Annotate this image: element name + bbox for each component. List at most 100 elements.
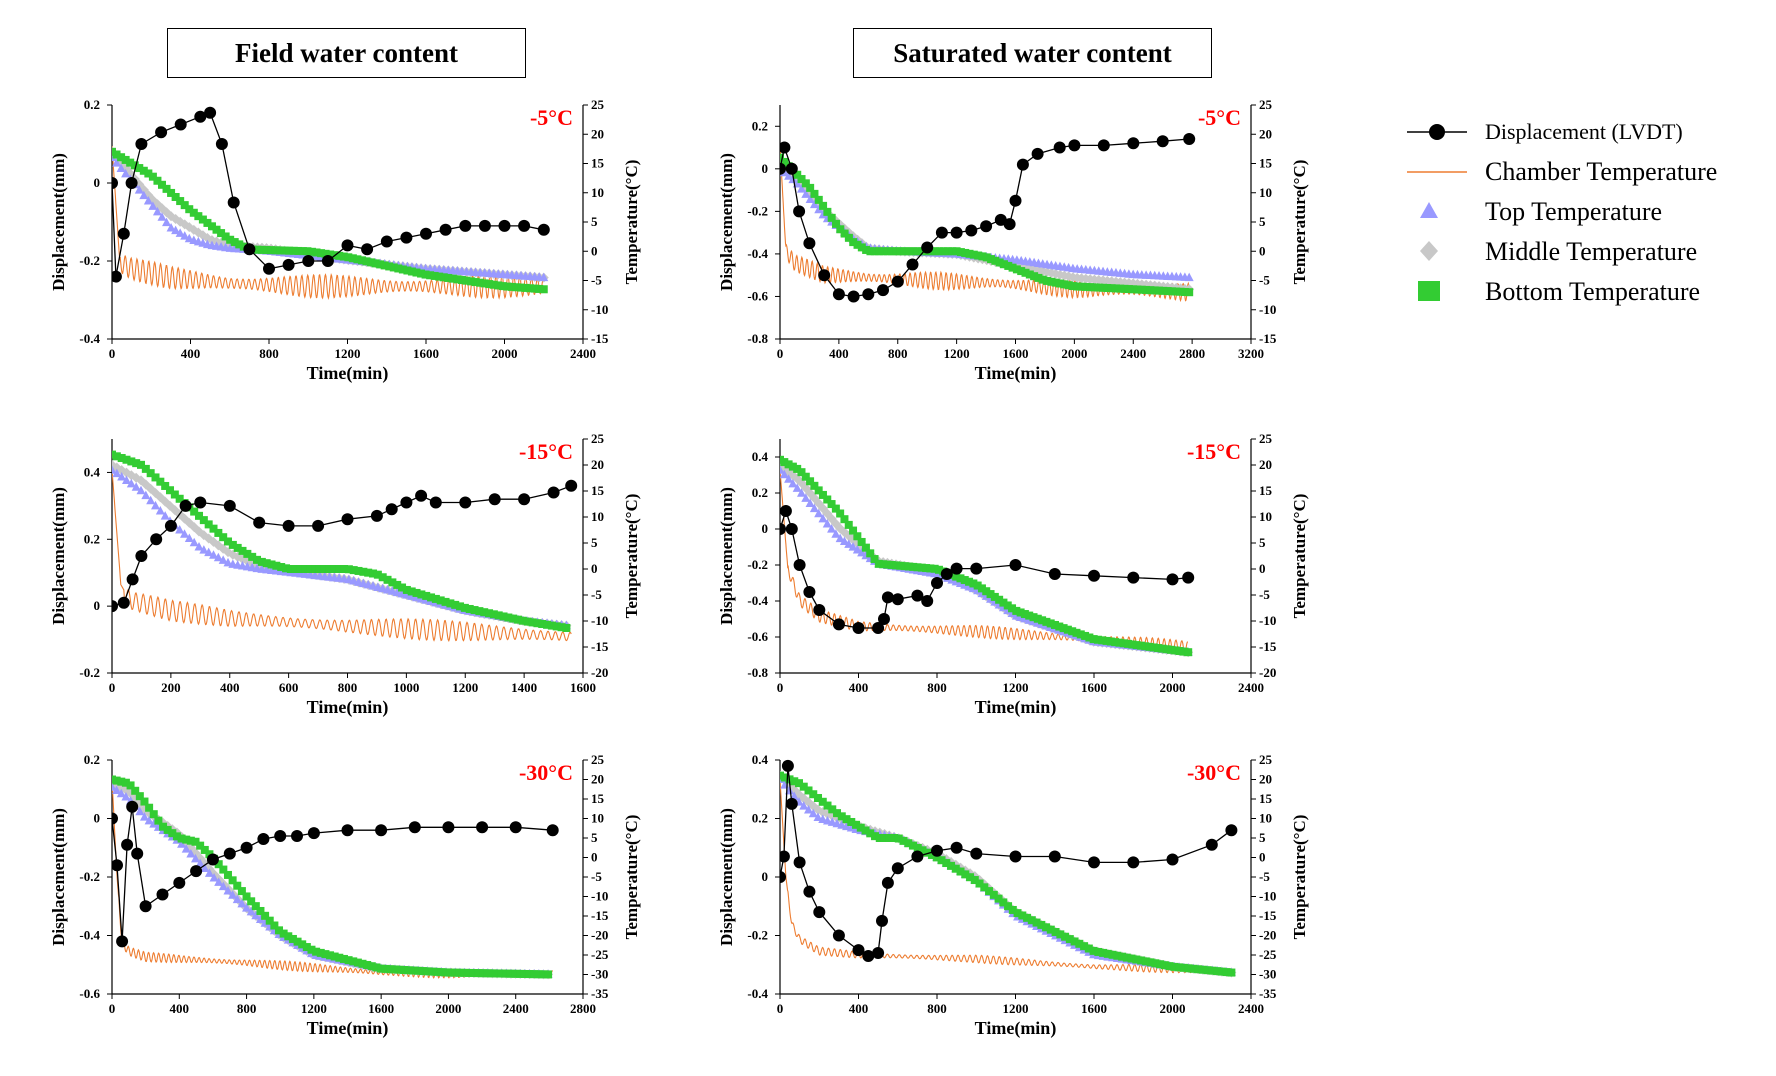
bottom-temperature-marker: [451, 968, 460, 977]
y2-tick-label: -5: [1259, 273, 1270, 288]
legend: Displacement (LVDT) Chamber Temperature …: [1393, 112, 1773, 312]
bottom-temperature-marker: [913, 247, 922, 256]
series-bottom-temperature: [780, 153, 1194, 297]
bottom-temperature-marker: [797, 468, 806, 477]
top-temperature-marker: [175, 524, 185, 534]
bottom-temperature-marker: [121, 778, 130, 787]
x-tick-label: 1600: [413, 346, 439, 361]
bottom-temperature-marker: [144, 169, 153, 178]
x-tick-label: 800: [927, 680, 947, 695]
bottom-temperature-marker: [354, 566, 363, 575]
bottom-temperature-marker: [956, 248, 965, 257]
bottom-temperature-marker: [412, 268, 421, 277]
top-temperature-marker: [181, 844, 191, 853]
displacement-marker: [780, 871, 786, 883]
bottom-temperature-marker: [1094, 947, 1103, 956]
y-tick-label: 0.2: [752, 485, 768, 500]
top-temperature-marker: [121, 791, 131, 801]
bottom-temperature-marker: [1033, 614, 1042, 623]
panel-temperature-label: -5°C: [530, 105, 573, 130]
top-temperature-marker: [151, 500, 161, 510]
bottom-temperature-marker: [1068, 282, 1077, 291]
y-axis-title: Displacement(mm): [717, 808, 736, 946]
y2-tick-label: -35: [591, 986, 609, 1001]
displacement-marker: [206, 853, 219, 866]
bottom-temperature-marker: [788, 462, 797, 471]
bottom-temperature-marker: [431, 594, 440, 603]
bottom-temperature-marker: [879, 247, 888, 256]
bottom-temperature-marker: [806, 477, 815, 486]
top-temperature-marker: [814, 204, 824, 214]
y2-tick-label: -15: [1259, 331, 1277, 346]
bottom-temperature-marker: [520, 969, 529, 978]
y-tick-label: 0: [94, 598, 101, 613]
x-tick-label: 2800: [570, 1001, 596, 1016]
y2-tick-label: -15: [591, 331, 609, 346]
displacement-marker: [921, 241, 934, 254]
y-axis-title: Displacement(mm): [49, 808, 68, 946]
series-bottom-temperature: [112, 450, 571, 632]
y2-axis-title: Temperature(°C): [1290, 494, 1309, 619]
bottom-temperature-marker: [538, 619, 547, 628]
top-temperature-marker: [116, 163, 126, 172]
bottom-temperature-marker: [1013, 909, 1022, 918]
y2-axis-title: Temperature(°C): [1290, 815, 1309, 940]
y2-tick-label: -20: [1259, 928, 1276, 943]
bottom-temperature-marker: [965, 577, 974, 586]
series-displacement: [112, 479, 578, 613]
bottom-temperature-marker: [810, 189, 819, 198]
displacement-marker: [139, 900, 152, 913]
bottom-temperature-marker: [480, 608, 489, 617]
bottom-temperature-marker: [185, 205, 194, 214]
top-temperature-marker: [112, 158, 122, 167]
y-tick-label: 0.4: [752, 449, 769, 464]
bottom-temperature-marker: [217, 229, 226, 238]
bottom-temperature-marker: [421, 270, 430, 279]
bottom-temperature-marker: [1017, 267, 1026, 276]
bottom-temperature-marker: [130, 161, 139, 170]
bottom-temperature-marker: [146, 469, 155, 478]
bottom-temperature-marker: [321, 950, 330, 959]
bottom-temperature-marker: [517, 283, 526, 292]
y2-tick-label: -15: [591, 908, 609, 923]
bottom-temperature-marker: [1116, 284, 1125, 293]
top-temperature-marker: [228, 890, 238, 899]
bottom-temperature-marker: [277, 563, 286, 572]
bottom-temperature-marker: [1042, 923, 1051, 932]
bottom-temperature-marker: [276, 246, 285, 255]
bottom-temperature-marker: [544, 970, 553, 979]
displacement-marker: [282, 519, 295, 532]
bottom-temperature-marker: [444, 273, 453, 282]
top-temperature-marker: [149, 819, 159, 828]
bottom-temperature-marker: [161, 481, 170, 490]
bottom-temperature-marker: [512, 283, 521, 292]
y2-tick-label: 0: [591, 561, 598, 576]
y2-tick-label: -10: [591, 889, 608, 904]
bottom-temperature-marker: [414, 966, 423, 975]
y2-tick-label: 15: [591, 791, 605, 806]
bottom-temperature-marker: [325, 565, 334, 573]
bottom-temperature-marker: [432, 967, 441, 976]
column-title-field: Field water content: [167, 28, 526, 78]
figure-panels: 0 400 800 1200 1600 2000 2400-0.4-0.200.2-15-1…: [49, 97, 1309, 1039]
displacement-marker: [164, 519, 177, 532]
displacement-marker: [1053, 141, 1066, 154]
top-temperature-marker: [175, 228, 185, 237]
bottom-temperature-marker: [330, 952, 339, 961]
bottom-temperature-marker: [833, 809, 842, 818]
displacement-marker: [546, 824, 559, 837]
y2-tick-label: 10: [1259, 185, 1272, 200]
bottom-temperature-marker: [471, 278, 480, 287]
bottom-temperature-marker: [437, 968, 446, 977]
top-temperature-marker: [818, 513, 828, 523]
top-temperature-marker: [801, 493, 811, 502]
bottom-temperature-marker: [286, 565, 295, 573]
bottom-temperature-marker: [359, 567, 368, 576]
top-temperature-marker: [144, 815, 154, 825]
y2-tick-label: 20: [1259, 126, 1272, 141]
bottom-temperature-marker: [1056, 930, 1065, 939]
y2-tick-label: 5: [591, 535, 598, 550]
panel-temperature-label: -15°C: [519, 439, 573, 464]
chart-panel-saturated-minus5: 0 400 800 1200 1600 2000 2400 2800 3200-0.8-0.6-…: [717, 97, 1309, 384]
bottom-temperature-marker: [167, 188, 176, 197]
